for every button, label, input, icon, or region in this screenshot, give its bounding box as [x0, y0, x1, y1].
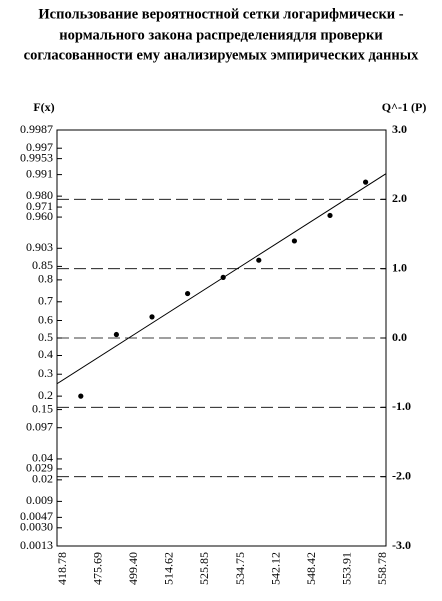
y-tick-label: 0.7 — [38, 294, 53, 308]
y2-tick-label: 3.0 — [392, 122, 407, 136]
y-tick-label: 0.029 — [26, 461, 53, 475]
y-tick-label: 0.971 — [26, 199, 53, 213]
x-tick-label: 553.91 — [340, 552, 354, 585]
x-tick-label: 499.40 — [126, 552, 140, 585]
data-point — [185, 290, 191, 297]
y-tick-label: 0.009 — [26, 493, 53, 507]
y-tick-label: 0.5 — [38, 330, 53, 344]
y-tick-label: 0.980 — [26, 188, 53, 202]
data-point — [256, 257, 262, 263]
chart-title: Использование вероятностной сетки логари… — [38, 6, 403, 22]
chart-title: нормального закона распределениядля пров… — [59, 27, 382, 43]
data-point — [291, 238, 297, 244]
y-tick-label: 0.960 — [26, 209, 53, 223]
y-tick-label: 0.0030 — [20, 520, 53, 534]
x-tick-label: 475.69 — [90, 552, 104, 585]
x-tick-label: 548.42 — [304, 552, 318, 585]
y-tick-label: 0.6 — [38, 312, 53, 326]
y-tick-label: 0.997 — [26, 140, 53, 154]
y-tick-label: 0.9953 — [20, 150, 53, 164]
y-tick-label: 0.903 — [26, 240, 53, 254]
data-point — [149, 314, 155, 320]
y-tick-label: 0.097 — [26, 419, 53, 433]
y2-tick-label: -2.0 — [392, 468, 411, 482]
fit-line — [56, 173, 387, 385]
y2-tick-label: 0.0 — [392, 330, 407, 344]
y-tick-label: 0.04 — [32, 451, 53, 465]
x-tick-label: 418.78 — [55, 552, 69, 585]
y-tick-label: 0.02 — [32, 472, 53, 486]
y-tick-label: 0.2 — [38, 388, 53, 402]
y-tick-label: 0.8 — [38, 272, 53, 286]
data-point — [327, 212, 333, 219]
x-tick-label: 525.85 — [197, 552, 211, 585]
y-tick-label: 0.0047 — [20, 509, 53, 523]
x-tick-label: 558.78 — [375, 552, 389, 585]
y2-tick-label: 2.0 — [392, 191, 407, 205]
x-tick-label: 542.12 — [268, 552, 282, 585]
chart-title: согласованности ему анализируемых эмпири… — [24, 47, 419, 63]
data-point — [113, 331, 119, 338]
y-tick-label: 0.3 — [38, 366, 53, 380]
y2-axis-label: Q^-1 (P) — [382, 100, 427, 114]
x-tick-label: 514.62 — [162, 552, 176, 585]
y2-tick-label: -3.0 — [392, 538, 411, 552]
y-axis-label: F(x) — [33, 100, 54, 114]
x-tick-label: 534.75 — [233, 552, 247, 585]
y-tick-label: 0.85 — [32, 258, 53, 272]
y-tick-label: 0.4 — [38, 347, 53, 361]
y-tick-label: 0.991 — [26, 166, 53, 180]
y2-tick-label: 1.0 — [392, 260, 407, 274]
data-point — [78, 393, 84, 399]
y-tick-label: 0.15 — [32, 401, 53, 415]
y-tick-label: 0.0013 — [20, 538, 53, 552]
y2-tick-label: -1.0 — [392, 399, 411, 413]
y-tick-label: 0.9987 — [20, 122, 53, 136]
data-point — [363, 179, 369, 185]
